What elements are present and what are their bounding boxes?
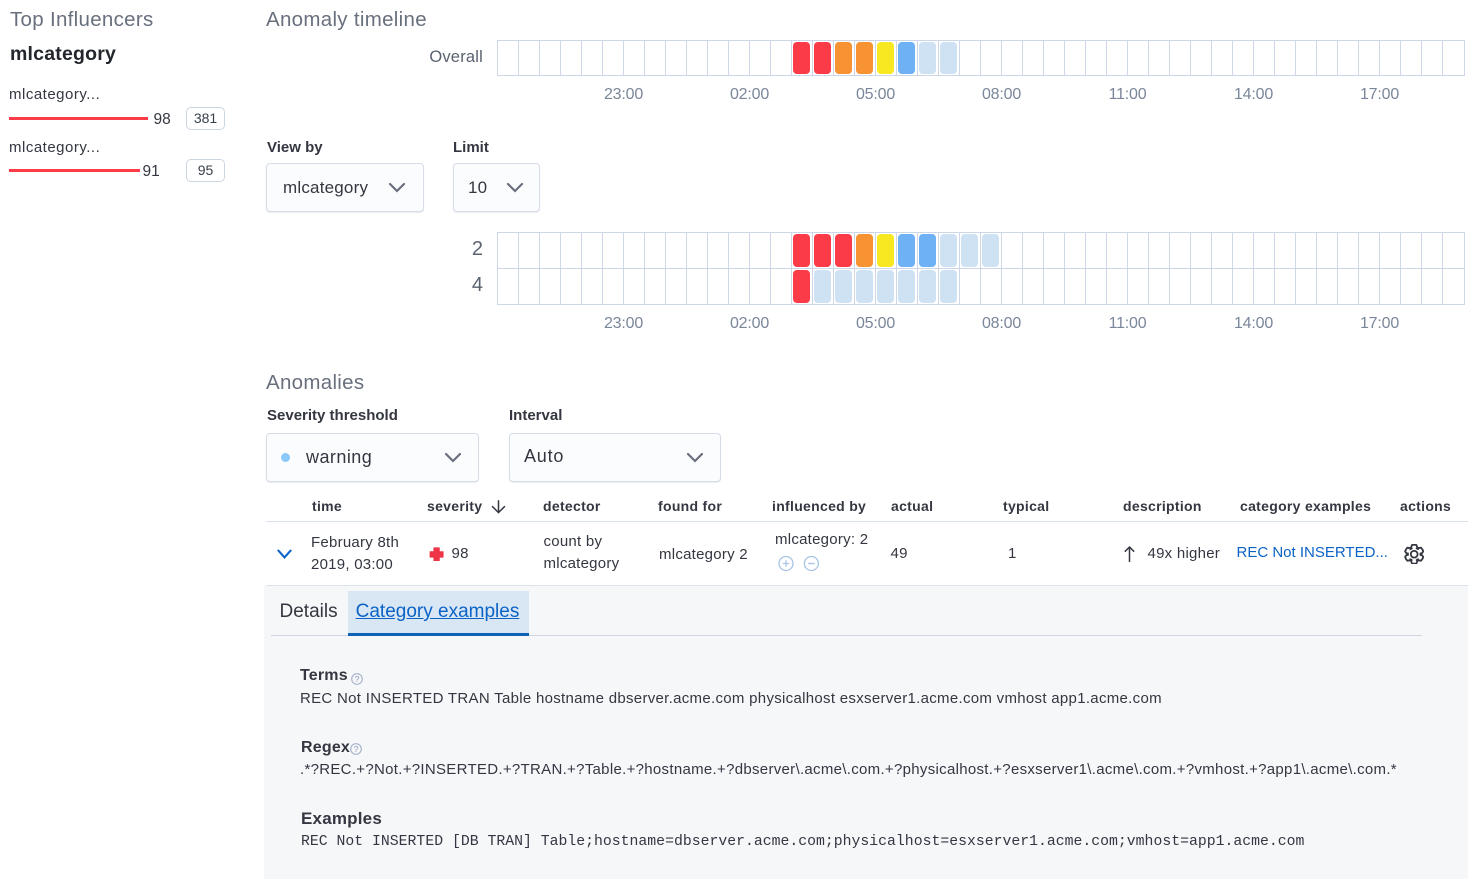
svg-text:?: ?: [354, 744, 359, 754]
svg-text:?: ?: [355, 674, 360, 684]
